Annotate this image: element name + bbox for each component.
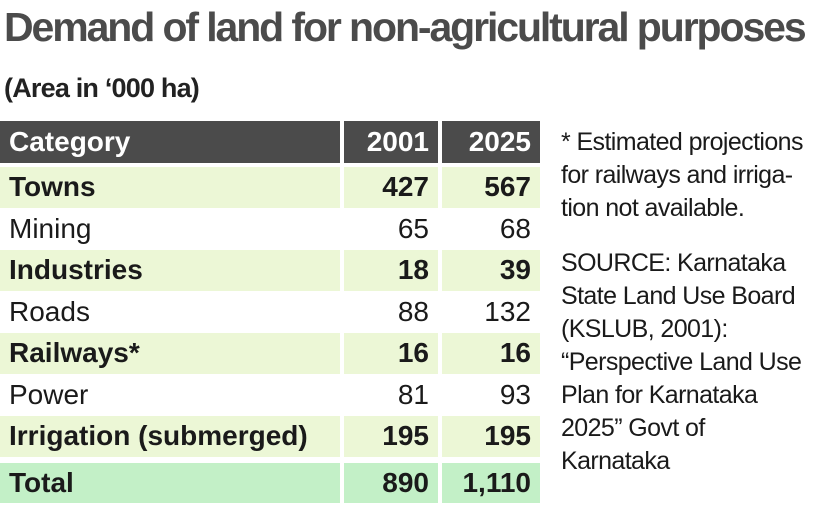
land-demand-table: Category 2001 2025 Towns 427 567 Mining 65 68… xyxy=(0,121,540,503)
row-value-2025: 195 xyxy=(442,415,540,457)
row-value-2001: 427 xyxy=(344,166,442,208)
row-category: Towns xyxy=(0,166,344,208)
row-category: Mining xyxy=(0,208,344,250)
header-2025: 2025 xyxy=(442,121,540,167)
table-row: Mining 65 68 xyxy=(0,208,540,250)
chart-title: Demand of land for non-agricultural purp… xyxy=(4,4,807,50)
row-category: Industries xyxy=(0,249,344,291)
row-category: Railways* xyxy=(0,332,344,374)
notes-panel: * Estimated projections for railways and… xyxy=(561,126,819,478)
row-value-2025: 68 xyxy=(499,212,531,244)
row-value-2025: 567 xyxy=(442,166,540,208)
row-value-2001: 81 xyxy=(344,374,442,416)
table-row: Power 81 93 xyxy=(0,374,540,416)
table-row: Towns 427 567 xyxy=(0,166,540,208)
total-row: Total 890 1,110 xyxy=(0,463,540,503)
row-value-2025: 39 xyxy=(442,249,540,291)
row-value-2001: 195 xyxy=(344,415,442,457)
row-value-2025: 132 xyxy=(484,295,531,327)
row-value-2001: 65 xyxy=(344,208,442,250)
total-value-2025: 1,110 xyxy=(442,463,540,503)
footnote: * Estimated projections for railways and… xyxy=(561,128,803,222)
total-spacer xyxy=(0,457,540,463)
table-row: Railways* 16 16 xyxy=(0,332,540,374)
table-row: Industries 18 39 xyxy=(0,249,540,291)
row-value-2001: 18 xyxy=(344,249,442,291)
row-value-2001: 16 xyxy=(344,332,442,374)
table-header-row: Category 2001 2025 xyxy=(0,121,540,167)
row-value-2025: 16 xyxy=(442,332,540,374)
row-value-2025: 93 xyxy=(499,378,531,410)
row-category: Irrigation (submerged) xyxy=(0,415,344,457)
row-value-2001: 88 xyxy=(344,291,442,333)
source-note: SOURCE: Karnataka State Land Use Board (… xyxy=(561,249,802,475)
total-label: Total xyxy=(0,463,344,503)
row-category: Power xyxy=(0,374,344,416)
header-2001: 2001 xyxy=(344,121,442,167)
chart-subtitle: (Area in ‘000 ha) xyxy=(4,73,200,103)
total-value-2001: 890 xyxy=(344,463,442,503)
header-category: Category xyxy=(0,121,344,167)
table-row: Roads 88 132 xyxy=(0,291,540,333)
table-row: Irrigation (submerged) 195 195 xyxy=(0,415,540,457)
row-category: Roads xyxy=(0,291,344,333)
table-body: Towns 427 567 Mining 65 68 Industries 18 39 Roads… xyxy=(0,166,540,503)
